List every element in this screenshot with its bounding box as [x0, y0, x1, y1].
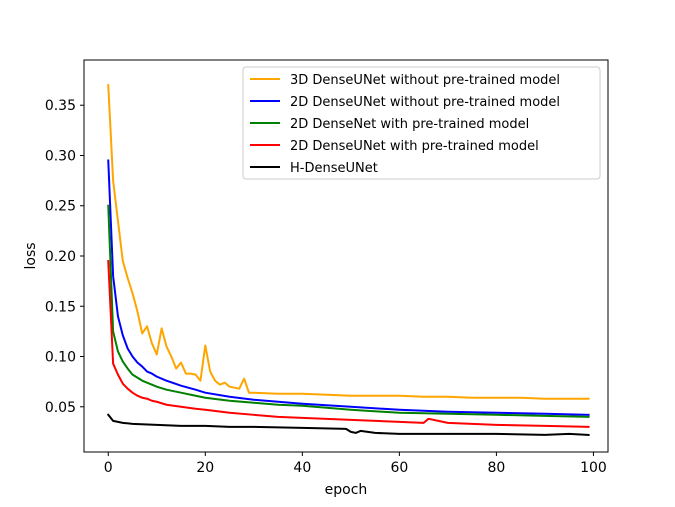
legend-label-1: 3D DenseUNet without pre-trained model — [290, 73, 560, 88]
legend: 3D DenseUNet without pre-trained model 2D… — [242, 66, 601, 180]
series-line-5 — [106, 413, 590, 436]
y-tick-label: 0.30 — [45, 148, 76, 164]
y-tick-label: 0.10 — [45, 350, 76, 366]
series-line-4 — [107, 259, 590, 428]
ticks-layer: 0 20 40 60 80 100 0.05 0.10 0.15 0.20 0.25 0.30 0.35 — [45, 98, 607, 476]
y-tick-label: 0.05 — [45, 400, 76, 416]
x-axis-label: epoch — [325, 482, 368, 498]
series-line-3 — [107, 204, 590, 418]
x-tick-label: 100 — [580, 460, 607, 476]
y-axis-label: loss — [23, 242, 39, 269]
y-tick-label: 0.25 — [45, 199, 76, 215]
x-tick-label: 60 — [390, 460, 408, 476]
series-layer — [106, 84, 590, 436]
legend-label-2: 2D DenseUNet without pre-trained model — [290, 95, 560, 110]
legend-label-3: 2D DenseNet with pre-trained model — [290, 117, 529, 132]
legend-label-4: 2D DenseUNet with pre-trained model — [290, 139, 539, 154]
legend-label-5: H-DenseUNet — [290, 161, 378, 176]
legend-box — [242, 66, 601, 180]
x-tick-label: 20 — [196, 460, 214, 476]
series-line-1 — [107, 84, 590, 400]
x-tick-label: 40 — [293, 460, 311, 476]
y-tick-label: 0.35 — [45, 98, 76, 114]
x-tick-label: 80 — [487, 460, 505, 476]
series-line-2 — [107, 159, 590, 416]
y-tick-label: 0.20 — [45, 249, 76, 265]
x-tick-label: 0 — [104, 460, 113, 476]
y-tick-label: 0.15 — [45, 299, 76, 315]
